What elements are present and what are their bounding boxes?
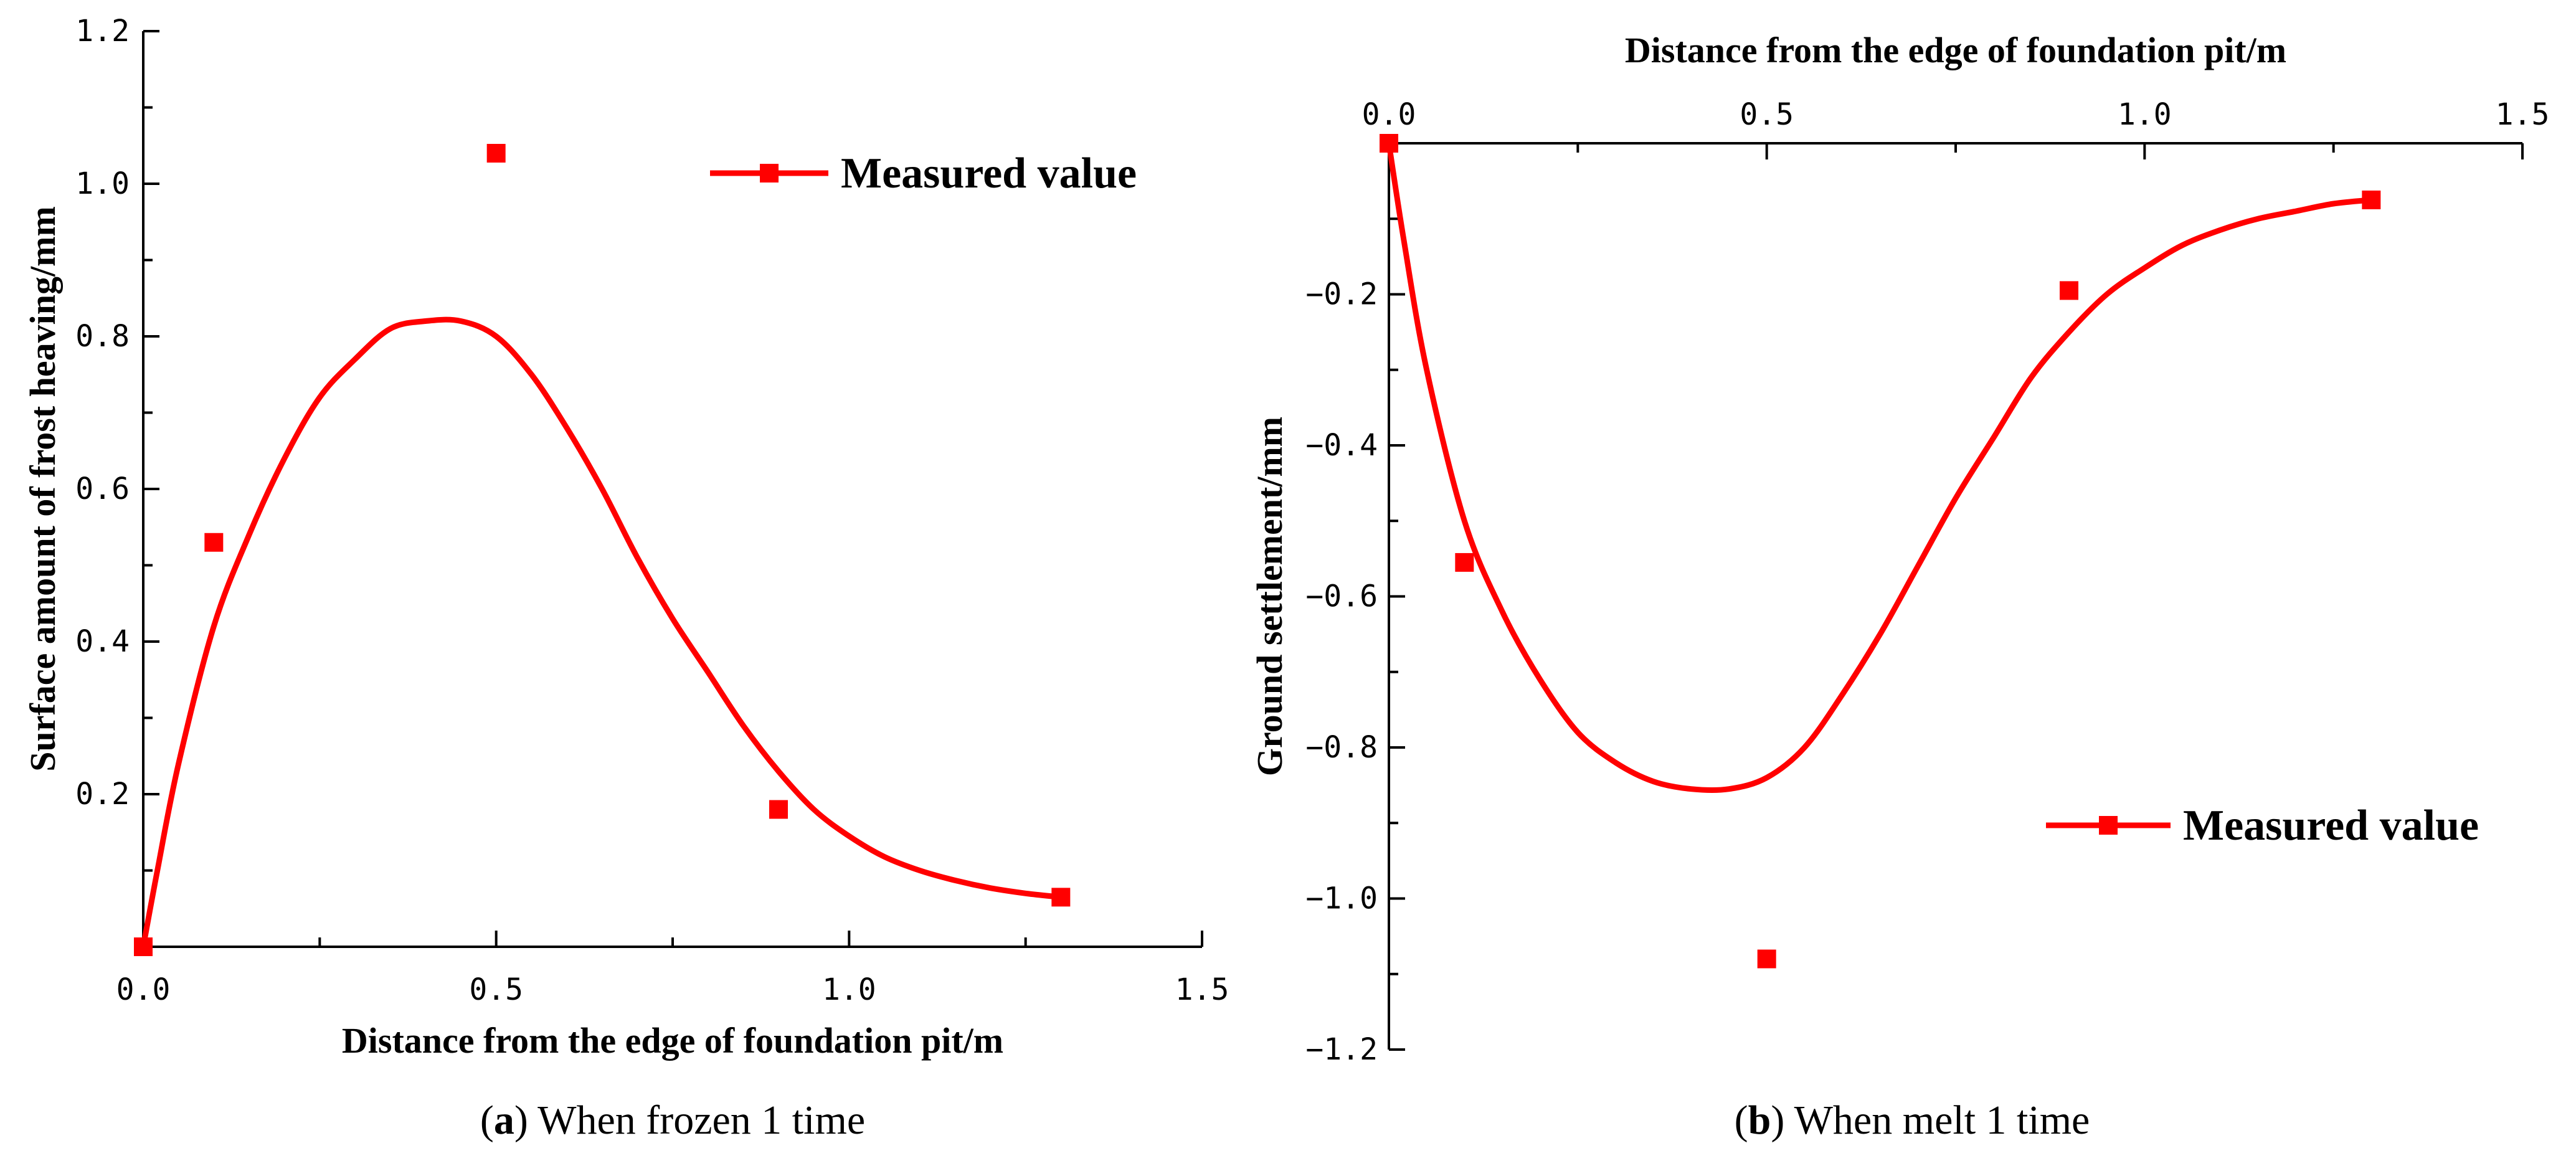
data-point-marker (2362, 190, 2381, 209)
chart-panel-b: 0.0 0.5 1.0 1.5 −0.2 −0.4 −0.6 −0.8 −1.0 −1.2 Dist… (1249, 30, 2549, 1143)
y-tick-label: −0.8 (1305, 730, 1378, 765)
data-point-marker (1051, 888, 1071, 907)
x-tick-label: 0.5 (1740, 97, 1794, 132)
data-point-marker (204, 533, 224, 552)
x-axis-title: Distance from the edge of foundation pit… (342, 1020, 1003, 1061)
y-tick-label: 1.2 (75, 14, 130, 49)
data-point-marker (486, 144, 506, 163)
legend-label: Measured value (2183, 802, 2479, 850)
legend-label: Measured value (841, 149, 1137, 197)
data-point-marker (1757, 949, 1776, 969)
panel-caption: (b) When melt 1 time (1735, 1098, 2090, 1143)
data-point-marker (134, 937, 153, 956)
y-tick-label: −1.0 (1305, 881, 1378, 916)
caption-letter: b (1748, 1098, 1771, 1143)
legend-marker (2099, 816, 2118, 835)
y-tick-label: 0.2 (75, 777, 130, 812)
caption-close-paren: ) (1771, 1098, 1794, 1143)
y-tick-label: −0.6 (1305, 579, 1378, 614)
fit-curve-line (140, 316, 1064, 950)
x-tick-label: 1.0 (2118, 97, 2172, 132)
x-axis-title: Distance from the edge of foundation pit… (1625, 30, 2286, 70)
caption-close-paren: ) (514, 1098, 537, 1143)
y-tick-label: 0.4 (75, 624, 130, 659)
y-tick-label: −1.2 (1305, 1032, 1378, 1067)
data-point-marker (1380, 134, 1398, 153)
legend-marker (760, 164, 779, 183)
chart-panel-a: 0.0 0.5 1.0 1.5 0.2 0.4 0.6 0.8 1.0 1.2 Distance f… (22, 14, 1229, 1143)
y-tick-label: −0.4 (1305, 428, 1378, 463)
caption-text: When frozen 1 time (537, 1098, 865, 1143)
y-axis-title: Ground settlement/mm (1249, 417, 1290, 776)
x-tick-label: 1.5 (1175, 972, 1229, 1007)
y-tick-label: −0.2 (1305, 277, 1378, 312)
data-point-marker (2060, 281, 2078, 300)
y-tick-label: 0.6 (75, 472, 130, 506)
caption-open-paren: ( (1735, 1098, 1748, 1143)
panel-caption: (a) When frozen 1 time (480, 1098, 865, 1143)
y-tick-label: 0.8 (75, 319, 130, 354)
x-tick-label: 1.0 (822, 972, 876, 1007)
data-point-marker (1455, 552, 1474, 572)
caption-open-paren: ( (480, 1098, 494, 1143)
caption-text: When melt 1 time (1794, 1098, 2090, 1143)
caption-letter: a (494, 1098, 514, 1143)
data-point-marker (769, 800, 788, 819)
fit-curve-line (1386, 140, 2374, 794)
y-tick-label: 1.0 (75, 166, 130, 201)
x-tick-label: 0.0 (116, 972, 171, 1007)
x-tick-label: 1.5 (2496, 97, 2550, 132)
y-axis-title: Surface amount of frost heaving/mm (22, 206, 63, 772)
x-tick-label: 0.5 (469, 972, 523, 1007)
x-tick-label: 0.0 (1362, 97, 1416, 132)
